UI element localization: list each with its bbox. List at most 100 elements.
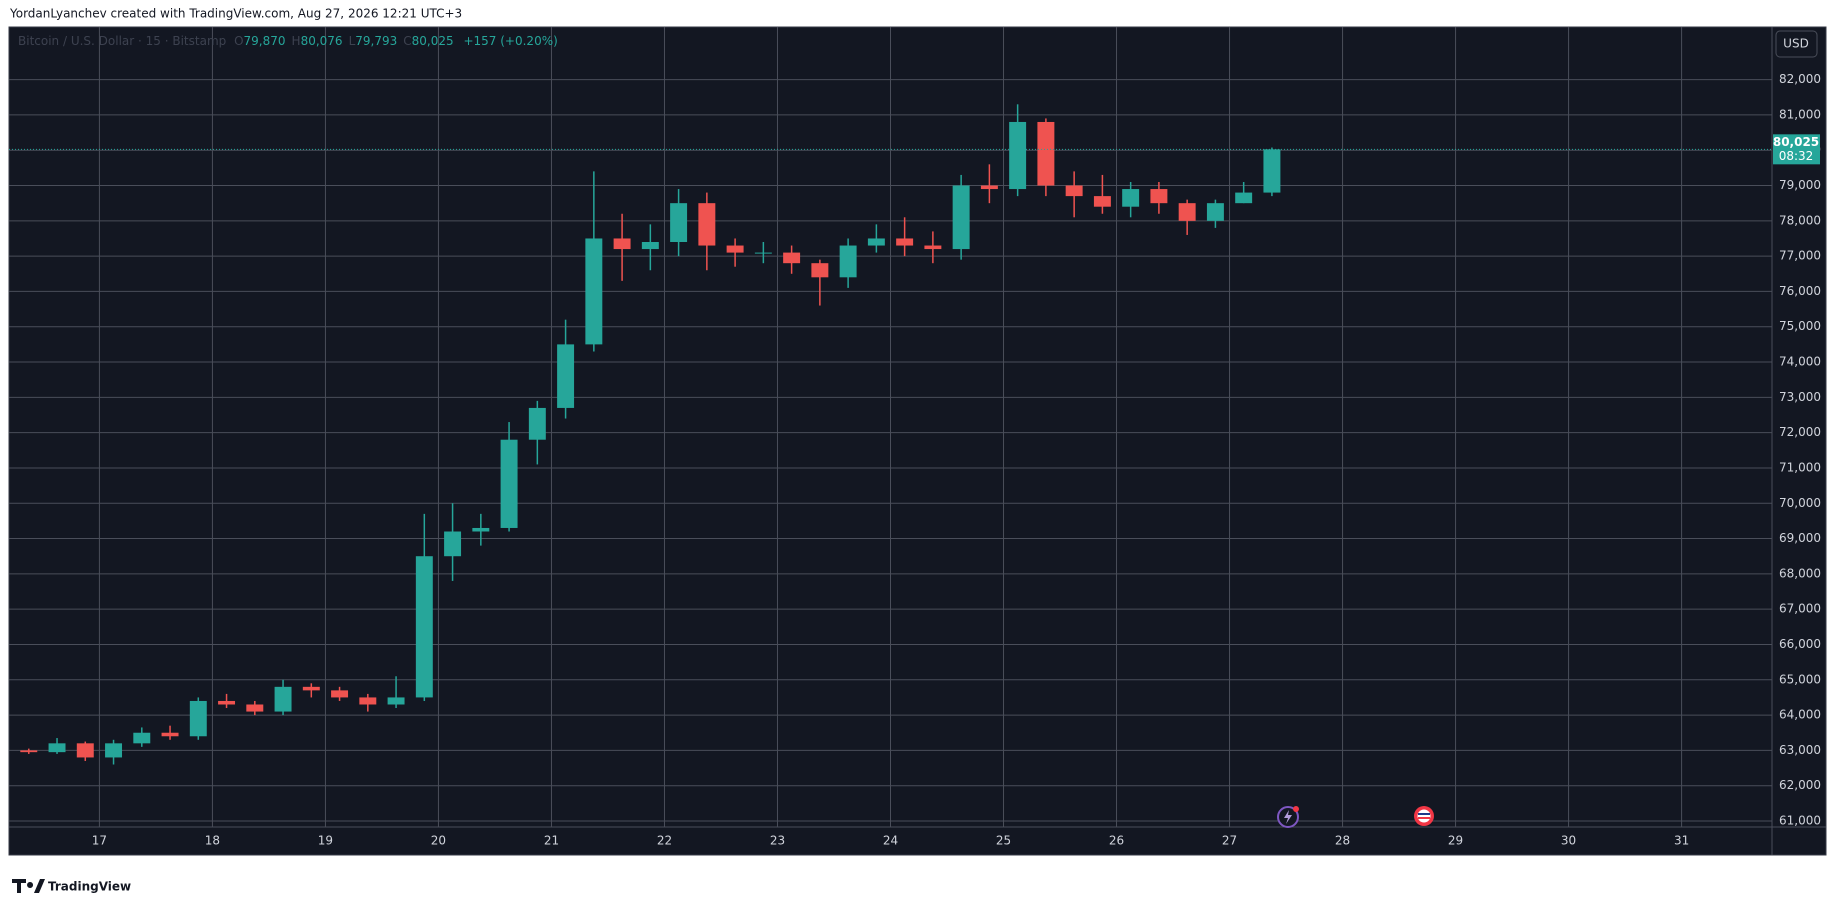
- candle-body: [472, 527, 490, 532]
- candle-body: [783, 252, 801, 264]
- legend-symbol: Bitcoin / U.S. Dollar · 15 · Bitstamp: [18, 34, 226, 48]
- legend-change: +157 (+0.20%): [463, 34, 557, 48]
- x-tick-label: 19: [318, 834, 333, 848]
- y-tick-label: 75,000: [1779, 319, 1821, 333]
- candle-body: [1009, 121, 1027, 190]
- axes: 61,000 62,000 63,000 64,000 65,000 66,000 67,0…: [9, 72, 1821, 848]
- candle-body: [500, 439, 518, 528]
- candle-body: [274, 686, 292, 712]
- economic-event-icon[interactable]: [1414, 806, 1434, 826]
- x-tick-label: 17: [92, 834, 107, 848]
- candle-body: [1093, 196, 1111, 207]
- logo[interactable]: TradingView: [12, 879, 131, 894]
- candle-body: [1263, 149, 1281, 193]
- legend: Bitcoin / U.S. Dollar · 15 · Bitstamp O7…: [18, 34, 558, 48]
- candle-body: [641, 242, 659, 250]
- candles: [20, 104, 1281, 765]
- chart-pane: [8, 26, 1827, 856]
- y-tick-label: 67,000: [1779, 602, 1821, 616]
- candle-body: [528, 407, 546, 440]
- y-tick-label: 62,000: [1779, 778, 1821, 792]
- last-price-label: 80,025: [1773, 135, 1819, 149]
- currency-label[interactable]: USD: [1783, 37, 1809, 51]
- x-tick-label: 22: [657, 834, 672, 848]
- y-tick-label: 64,000: [1779, 708, 1821, 722]
- grid: [9, 27, 1772, 827]
- candle-body: [613, 238, 631, 250]
- last-price-box: [1773, 134, 1820, 165]
- legend-value: 80,076: [301, 34, 343, 48]
- legend-key: C: [403, 34, 411, 48]
- x-tick-label: 28: [1335, 834, 1350, 848]
- candle-body: [811, 263, 829, 278]
- candle-body: [20, 750, 38, 753]
- y-tick-label: 61,000: [1779, 813, 1821, 827]
- candle-body: [189, 700, 207, 737]
- candle-body: [444, 531, 462, 557]
- y-tick-label: 70,000: [1779, 496, 1821, 510]
- y-tick-label: 72,000: [1779, 425, 1821, 439]
- y-tick-label: 78,000: [1779, 213, 1821, 227]
- y-tick-label: 63,000: [1779, 743, 1821, 757]
- y-tick-label: 82,000: [1779, 72, 1821, 86]
- legend-key: H: [292, 34, 301, 48]
- candle-body: [924, 245, 942, 250]
- candle-body: [105, 743, 123, 758]
- candle-body: [218, 700, 236, 705]
- countdown-label: 08:32: [1779, 149, 1814, 163]
- legend-value: 80,025: [412, 34, 454, 48]
- x-tick-label: 30: [1561, 834, 1576, 848]
- candle-body: [1065, 185, 1083, 197]
- candle-body: [76, 743, 94, 758]
- event-icon[interactable]: [1277, 806, 1299, 828]
- y-tick-label: 79,000: [1779, 178, 1821, 192]
- y-tick-label: 69,000: [1779, 531, 1821, 545]
- candle-body: [896, 238, 914, 246]
- candle-body: [1206, 203, 1224, 221]
- y-tick-label: 74,000: [1779, 355, 1821, 369]
- candle-body: [952, 185, 970, 250]
- x-tick-label: 25: [996, 834, 1011, 848]
- legend-value: 79,870: [244, 34, 286, 48]
- candle-body: [1150, 189, 1168, 204]
- y-tick-label: 81,000: [1779, 107, 1821, 121]
- y-tick-label: 71,000: [1779, 460, 1821, 474]
- x-tick-label: 24: [883, 834, 898, 848]
- x-tick-label: 23: [770, 834, 785, 848]
- x-tick-label: 31: [1674, 834, 1689, 848]
- legend-key: O: [234, 34, 243, 48]
- attribution: YordanLyanchev created with TradingView.…: [9, 7, 462, 21]
- candle-body: [698, 203, 716, 246]
- y-tick-label: 65,000: [1779, 672, 1821, 686]
- candle-body: [839, 245, 857, 278]
- logo-text[interactable]: TradingView: [48, 880, 131, 894]
- currency-button[interactable]: [1775, 30, 1818, 58]
- y-tick-label: 73,000: [1779, 390, 1821, 404]
- candle-body: [331, 690, 349, 698]
- candle-body: [387, 697, 405, 705]
- candle-body: [48, 743, 66, 753]
- candle-body: [1037, 121, 1055, 186]
- candle-body: [585, 238, 603, 345]
- y-tick-label: 68,000: [1779, 566, 1821, 580]
- candle-body: [133, 732, 151, 744]
- candle-body: [302, 686, 320, 691]
- legend-fields: O79,870 H80,076 L79,793 C80,025: [234, 34, 454, 48]
- candle-body: [161, 732, 179, 737]
- y-tick-label: 77,000: [1779, 249, 1821, 263]
- candle-body: [1122, 189, 1140, 207]
- x-tick-label: 26: [1109, 834, 1124, 848]
- candle-body: [754, 252, 772, 254]
- candle-body: [359, 697, 377, 705]
- x-tick-label: 29: [1448, 834, 1463, 848]
- x-tick-label: 27: [1222, 834, 1237, 848]
- y-tick-label: 76,000: [1779, 284, 1821, 298]
- candle-body: [726, 245, 744, 253]
- candle-body: [867, 238, 885, 246]
- legend-key: L: [349, 34, 356, 48]
- x-tick-label: 18: [205, 834, 220, 848]
- candle-body: [1178, 203, 1196, 221]
- legend-value: 79,793: [355, 34, 397, 48]
